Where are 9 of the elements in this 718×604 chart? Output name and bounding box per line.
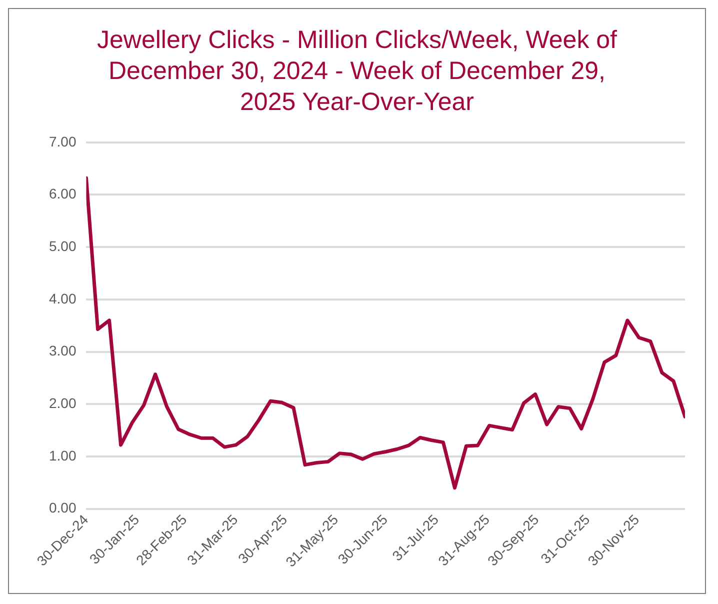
y-tick-label: 4.00 xyxy=(49,290,76,306)
y-tick-label: 7.00 xyxy=(49,133,76,150)
chart-title: Jewellery Clicks - Million Clicks/Week, Week of December 30, 2024 - Week of December 29, 2025 Year-Over-Year xyxy=(96,25,618,118)
y-tick-label: 0.00 xyxy=(49,500,76,516)
y-tick-label: 2.00 xyxy=(49,394,76,411)
y-tick-label: 5.00 xyxy=(49,238,76,254)
y-tick-label: 3.00 xyxy=(49,342,76,359)
y-tick-label: 6.00 xyxy=(49,186,76,202)
y-tick-label: 1.00 xyxy=(49,447,76,464)
